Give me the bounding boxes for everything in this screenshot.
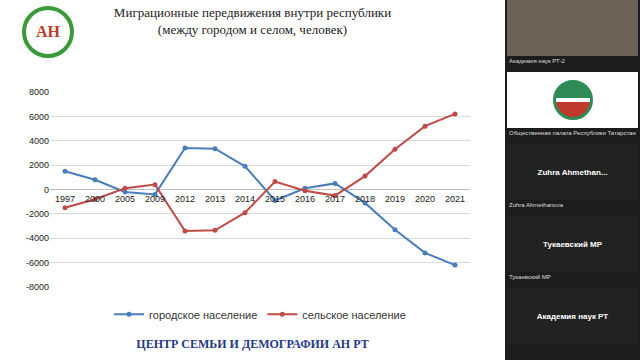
svg-text:2017: 2017 bbox=[325, 194, 345, 204]
svg-text:2000: 2000 bbox=[85, 194, 105, 204]
html-text:АН: АН bbox=[36, 23, 60, 40]
svg-text:8000: 8000 bbox=[29, 87, 49, 97]
svg-text:2018: 2018 bbox=[355, 194, 375, 204]
svg-text:2013: 2013 bbox=[205, 194, 225, 204]
svg-text:2000: 2000 bbox=[29, 160, 49, 170]
svg-text:2016: 2016 bbox=[295, 194, 315, 204]
svg-text:2015: 2015 bbox=[265, 194, 285, 204]
html-text:Общественная палата Республики: Общественная палата Республики Татарстан bbox=[509, 130, 636, 136]
html-text:Академия наук РТ-2: Академия наук РТ-2 bbox=[509, 58, 565, 64]
html-text:ЦЕНТР СЕМЬИ И ДЕМОГРАФИИ АН РТ: ЦЕНТР СЕМЬИ И ДЕМОГРАФИИ АН РТ bbox=[136, 337, 369, 351]
svg-text:городское население: городское население bbox=[149, 309, 257, 321]
svg-text:2021: 2021 bbox=[445, 194, 465, 204]
svg-text:2020: 2020 bbox=[415, 194, 435, 204]
svg-text:1997: 1997 bbox=[55, 194, 75, 204]
svg-text:сельское население: сельское население bbox=[302, 309, 405, 321]
html-text:Zuhra Ahmethanova: Zuhra Ahmethanova bbox=[509, 202, 563, 208]
svg-text:0: 0 bbox=[44, 185, 49, 195]
svg-text:2005: 2005 bbox=[115, 194, 135, 204]
html-text:Академия наук РТ: Академия наук РТ bbox=[536, 311, 609, 321]
svg-text:4000: 4000 bbox=[29, 136, 49, 146]
svg-text:Миграционные передвижения внут: Миграционные передвижения внутри республ… bbox=[114, 5, 391, 37]
svg-text:-6000: -6000 bbox=[26, 258, 49, 268]
svg-text:2012: 2012 bbox=[175, 194, 195, 204]
html-text:Тукаевский МР: Тукаевский МР bbox=[542, 239, 603, 249]
svg-text:-4000: -4000 bbox=[26, 233, 49, 243]
svg-text:2009: 2009 bbox=[145, 194, 165, 204]
svg-text:2014: 2014 bbox=[235, 194, 255, 204]
svg-text:-2000: -2000 bbox=[26, 209, 49, 219]
svg-text:6000: 6000 bbox=[29, 112, 49, 122]
html-text:Zuhra Ahmethan...: Zuhra Ahmethan... bbox=[537, 167, 608, 177]
svg-text:2019: 2019 bbox=[385, 194, 405, 204]
html-text:Тукаевский МР: Тукаевский МР bbox=[509, 274, 551, 280]
svg-text:-8000: -8000 bbox=[26, 282, 49, 292]
